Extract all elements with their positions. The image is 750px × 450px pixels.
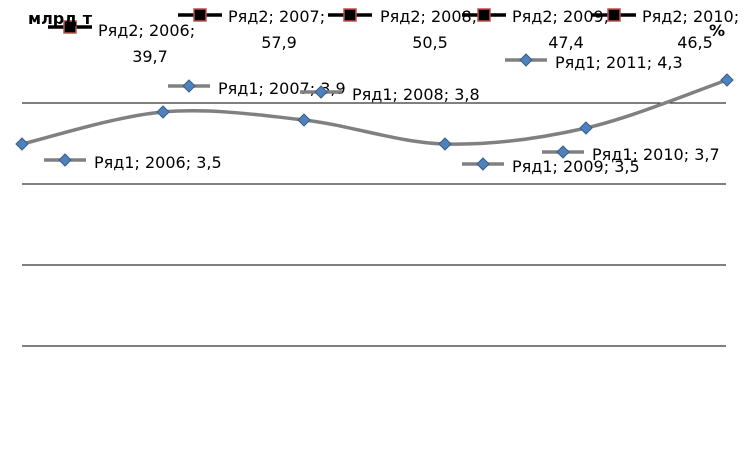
- series-ryad1-point: [579, 121, 593, 135]
- series-ryad1-label-key: [505, 53, 547, 67]
- series-ryad1-label: Ряд1; 2009; 3,5: [512, 157, 640, 176]
- grid-lines: [22, 102, 726, 347]
- series-ryad1-layer: [15, 73, 734, 151]
- series-ryad1-label-key: [44, 153, 86, 167]
- series-ryad1-labels: Ряд1; 2006; 3,5 Ряд1; 2007; 3,9 Ряд1; 2008…: [44, 53, 720, 176]
- series-ryad1-point: [438, 137, 452, 151]
- series-ryad1-point: [720, 73, 734, 87]
- series-ryad1-label: Ряд1; 2007; 3,9: [218, 79, 346, 98]
- series-ryad2-label-value: 46,5: [677, 33, 713, 52]
- series-ryad1-line: [21, 78, 728, 146]
- series-ryad1-label: Ряд1; 2006; 3,5: [94, 153, 222, 172]
- series-ryad2-label-line1: Ряд2; 2007;: [228, 7, 325, 26]
- series-ryad2-label-key: [462, 8, 506, 22]
- series-ryad1-label-key: [168, 79, 210, 93]
- y-axis-left-title: млрд т: [28, 9, 93, 28]
- series-ryad2-label-key: [328, 8, 372, 22]
- series-ryad2-label-key: [178, 8, 222, 22]
- series-ryad2-label-line1: Ряд2; 2008;: [380, 7, 477, 26]
- series-ryad1-label: Ряд1; 2010; 3,7: [592, 145, 720, 164]
- series-ryad2-labels: Ряд2; 2006; 39,7 Ряд2; 2007; 57,9 Ряд2; 2008…: [48, 7, 739, 66]
- series-ryad2-label-line1: Ряд2; 2006;: [98, 21, 195, 40]
- series-ryad1-label: Ряд1; 2008; 3,8: [352, 85, 480, 104]
- series-ryad1-point: [156, 105, 170, 119]
- series-ryad1-label-key: [542, 145, 584, 159]
- series-ryad2-label-value: 57,9: [261, 33, 297, 52]
- series-ryad2-label-value: 39,7: [132, 47, 168, 66]
- series-ryad1-point: [15, 137, 29, 151]
- series-ryad1-point: [297, 113, 311, 127]
- series-ryad2-label-value: 50,5: [412, 33, 448, 52]
- series-ryad2-label-key: [592, 8, 636, 22]
- series-ryad2-label-line1: Ряд2; 2009;: [512, 7, 609, 26]
- series-ryad2-label-value: 47,4: [548, 33, 584, 52]
- series-ryad1-label: Ряд1; 2011; 4,3: [555, 53, 683, 72]
- y-axis-right-title: %: [709, 21, 725, 40]
- series-ryad2-label-line1: Ряд2; 2010;: [642, 7, 739, 26]
- series-ryad1-label-key: [462, 157, 504, 171]
- series-ryad2-label-key: [48, 20, 92, 34]
- series-ryad1-label-key: [300, 85, 342, 99]
